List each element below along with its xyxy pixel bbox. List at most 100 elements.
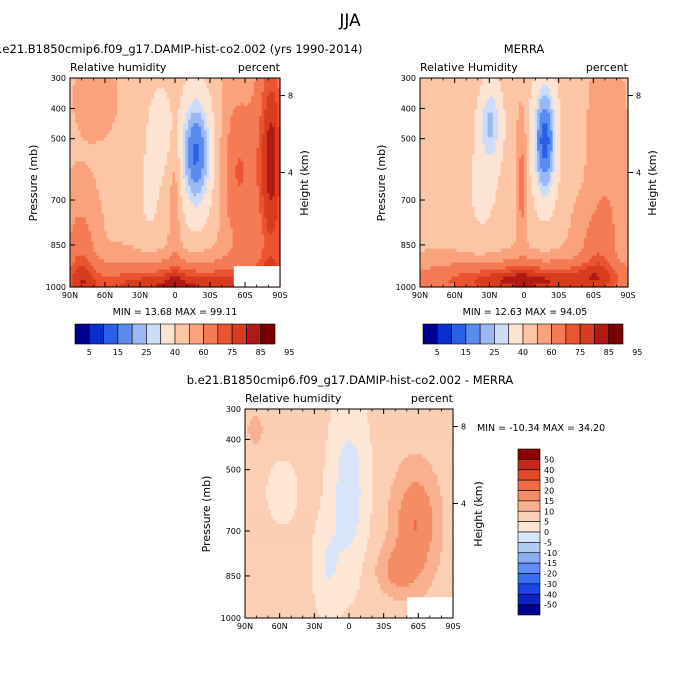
x-tick-label: 60N (97, 291, 113, 300)
heatmap-plot: 90N 60N 30N 0 30S 60S 90S 300 400 500 700 850 1000 8 4 (221, 405, 466, 631)
y-tick-label: 850 (226, 572, 241, 581)
x-tick-label: 60N (272, 622, 288, 631)
variable-label: Relative Humidity (420, 61, 518, 74)
colorbar-label: 75 (575, 348, 585, 357)
y-tick-label: 300 (226, 405, 241, 414)
colorbar-label: 40 (170, 348, 180, 357)
panel-model: b.e21.B1850cmip6.f09_g17.DAMIP-hist-co2.… (0, 42, 363, 357)
colorbar-label: 60 (198, 348, 208, 357)
colorbar-label: -10 (544, 549, 557, 558)
x-tick-label: 90N (237, 622, 253, 631)
colorbar-swatch (479, 323, 495, 345)
colorbar-swatch (203, 323, 219, 345)
colorbar-label: 10 (544, 507, 554, 516)
x-tick-label: 90N (412, 291, 428, 300)
x-tick-label: 60S (237, 291, 252, 300)
colorbar-swatch (436, 323, 452, 345)
colorbar-label: 95 (284, 348, 294, 357)
variable-label: Relative humidity (245, 392, 342, 405)
colorbar-label: 5 (435, 348, 440, 357)
min-max-label: MIN = -10.34 MAX = 34.20 (477, 423, 605, 434)
y-tick-label: 850 (51, 241, 66, 250)
colorbar-swatch (494, 323, 510, 345)
colorbar-swatch (117, 323, 133, 345)
colorbar-swatch (517, 500, 541, 512)
y-tick-label: 500 (226, 466, 241, 475)
colorbar-label: 85 (604, 348, 614, 357)
colorbar-label: 25 (489, 348, 499, 357)
colorbar-swatch (131, 323, 147, 345)
colorbar-swatch (517, 562, 541, 574)
colorbar-swatch (74, 323, 90, 345)
x-tick-label: 90S (445, 622, 460, 631)
x-tick-label: 60N (447, 291, 463, 300)
panel-title: b.e21.B1850cmip6.f09_g17.DAMIP-hist-co2.… (0, 42, 363, 56)
colorbar-label: 95 (632, 348, 642, 357)
right-axis-title: Height (km) (472, 481, 485, 547)
y-tick-label: 700 (226, 527, 241, 536)
x-tick-label: 60S (411, 622, 426, 631)
colorbar-swatch (517, 490, 541, 502)
variable-label: Relative humidity (70, 61, 167, 74)
colorbar-label: 85 (256, 348, 266, 357)
colorbar-swatch (517, 552, 541, 564)
colorbar-swatch (465, 323, 481, 345)
right-tick-label: 8 (288, 92, 293, 101)
colorbar-swatch (217, 323, 233, 345)
y-axis-title: Pressure (mb) (200, 476, 213, 553)
colorbar-label: 40 (518, 348, 528, 357)
colorbar: 5 15 25 40 60 75 85 95 (422, 323, 642, 357)
y-tick-label: 400 (226, 435, 241, 444)
colorbar: 5 15 25 40 60 75 85 95 (74, 323, 294, 357)
colorbar-swatch (103, 323, 119, 345)
min-max-label: MIN = 12.63 MAX = 94.05 (463, 307, 588, 318)
colorbar-swatch (517, 469, 541, 481)
colorbar-swatch (517, 593, 541, 605)
colorbar-swatch (608, 323, 624, 345)
colorbar-swatch (146, 323, 162, 345)
y-tick-label: 1000 (396, 283, 416, 292)
y-tick-label: 400 (401, 104, 416, 113)
colorbar-label: 50 (544, 455, 554, 464)
panel-title: MERRA (504, 42, 545, 56)
units-label: percent (238, 61, 281, 74)
colorbar-label: 5 (544, 518, 549, 527)
y-tick-label: 1000 (46, 283, 66, 292)
colorbar-label: -5 (544, 538, 552, 547)
x-tick-label: 30N (481, 291, 497, 300)
colorbar-swatch (517, 510, 541, 522)
min-max-label: MIN = 13.68 MAX = 99.11 (113, 307, 238, 318)
x-tick-label: 90S (620, 291, 635, 300)
panel-merra: MERRA Relative Humidity percent 90N 60N 30… (375, 42, 659, 357)
colorbar-swatch (174, 323, 190, 345)
y-axis-title: Pressure (mb) (27, 145, 40, 222)
colorbar-label: 40 (544, 466, 554, 475)
x-tick-label: 30S (376, 622, 391, 631)
x-tick-label: 90N (62, 291, 78, 300)
colorbar-label: 75 (227, 348, 237, 357)
colorbar-swatch (517, 573, 541, 585)
x-tick-label: 90S (272, 291, 287, 300)
x-tick-label: 0 (346, 622, 351, 631)
y-axis-title: Pressure (mb) (375, 145, 388, 222)
colorbar-swatch (231, 323, 247, 345)
y-tick-label: 300 (401, 74, 416, 83)
right-tick-label: 8 (636, 92, 641, 101)
x-tick-label: 0 (172, 291, 177, 300)
right-axis-title: Height (km) (298, 150, 311, 216)
x-tick-label: 30S (202, 291, 217, 300)
x-tick-label: 60S (586, 291, 601, 300)
y-tick-label: 700 (51, 196, 66, 205)
colorbar-swatch (517, 459, 541, 471)
colorbar-swatch (517, 479, 541, 491)
colorbar-swatch (508, 323, 524, 345)
colorbar-label: 25 (141, 348, 151, 357)
colorbar-label: -50 (544, 601, 557, 610)
colorbar-label: 15 (461, 348, 471, 357)
x-tick-label: 0 (521, 291, 526, 300)
colorbar-label: 60 (546, 348, 556, 357)
panel-title: b.e21.B1850cmip6.f09_g17.DAMIP-hist-co2.… (187, 373, 514, 387)
colorbar-swatch (517, 448, 541, 460)
colorbar-label: 0 (544, 528, 549, 537)
